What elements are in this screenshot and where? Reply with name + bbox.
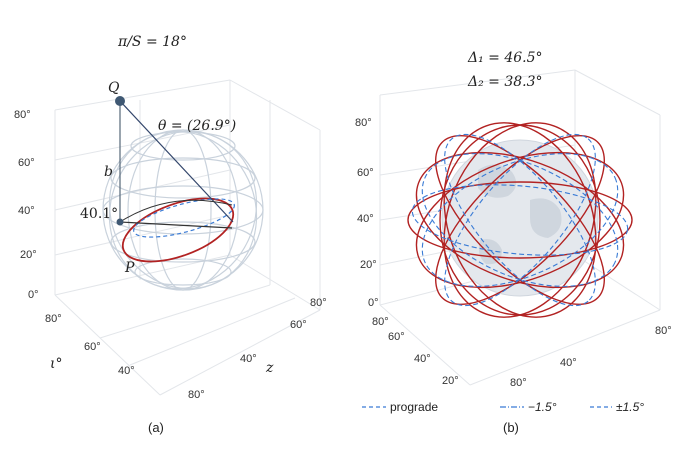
inner-curve	[119, 199, 233, 223]
left-tick: 60°	[388, 331, 405, 343]
panel-a-iota-ticks: 80° 60° 40° ι°	[45, 313, 135, 377]
z-tick: 80°	[355, 117, 372, 129]
point-mid-dot	[116, 218, 124, 226]
iota-axis-label: ι°	[50, 356, 63, 372]
wireframe-sphere	[102, 129, 264, 291]
point-q-dot	[115, 96, 125, 106]
z2-axis-label: z	[265, 360, 274, 376]
z2-tick: 60°	[290, 319, 307, 331]
z-tick: 20°	[360, 259, 377, 271]
point-p-label: P	[124, 260, 135, 276]
delta1-label: Δ₁ = 46.5°	[467, 50, 543, 66]
left-tick: 40°	[414, 353, 431, 365]
legend-label: −1.5°	[528, 400, 557, 414]
z-tick: 60°	[357, 167, 374, 179]
caption-a: (a)	[148, 420, 164, 435]
iota-tick: 80°	[45, 313, 62, 325]
theta-label: θ = (26.9°)	[158, 118, 236, 134]
bottom-tick: 80°	[510, 377, 527, 389]
z-tick: 40°	[357, 213, 374, 225]
point-q-label: Q	[108, 80, 120, 96]
panel-b-bottom-ticks: 80° 40° 80°	[510, 325, 672, 389]
z-tick: 80°	[14, 109, 31, 121]
angle-label: 40.1°	[80, 206, 118, 222]
z2-tick: 40°	[240, 353, 257, 365]
orbit-rings	[407, 122, 633, 318]
panel-a-grid	[54, 79, 321, 396]
panel-a-z2-ticks: 80° 60° 40° 80° z	[188, 297, 327, 401]
panel-b-z-ticks: 80° 60° 40° 20° 0°	[355, 117, 379, 309]
z-tick: 60°	[18, 157, 35, 169]
left-tick: 80°	[372, 316, 389, 328]
orbit-red	[121, 197, 235, 263]
iota-tick: 60°	[84, 341, 101, 353]
panel-a-title: π/S = 18°	[117, 34, 187, 50]
delta2-label: Δ₂ = 38.3°	[467, 74, 543, 90]
left-tick: 20°	[442, 375, 459, 387]
caption-b: (b)	[503, 420, 519, 435]
legend: prograde −1.5° ±1.5°	[362, 400, 644, 414]
segment-b-label: b	[104, 164, 113, 180]
panel-b: Δ₁ = 46.5° Δ₂ = 38.3° 80° 60° 40° 20° 0°…	[355, 50, 672, 435]
bottom-tick: 40°	[560, 357, 577, 369]
bottom-tick: 80°	[655, 325, 672, 337]
z-tick: 20°	[20, 249, 37, 261]
panel-a-z-ticks: 80° 60° 40° 20° 0°	[14, 109, 39, 301]
globe-land	[478, 164, 562, 265]
z-tick: 0°	[28, 289, 39, 301]
z2-tick: 80°	[188, 389, 205, 401]
z-tick: 0°	[368, 297, 379, 309]
legend-label: prograde	[390, 400, 438, 414]
legend-label: ±1.5°	[616, 400, 644, 414]
panel-a: π/S = 18° Q b θ = (26.9°) 40.1° P 80° 60…	[14, 34, 327, 435]
base-line	[119, 221, 233, 229]
z-tick: 40°	[18, 205, 35, 217]
z2-tick: 80°	[310, 297, 327, 309]
iota-tick: 40°	[118, 365, 135, 377]
panel-b-left-ticks: 80° 60° 40° 20°	[372, 316, 459, 387]
orbit-blue-dashed	[133, 198, 235, 238]
